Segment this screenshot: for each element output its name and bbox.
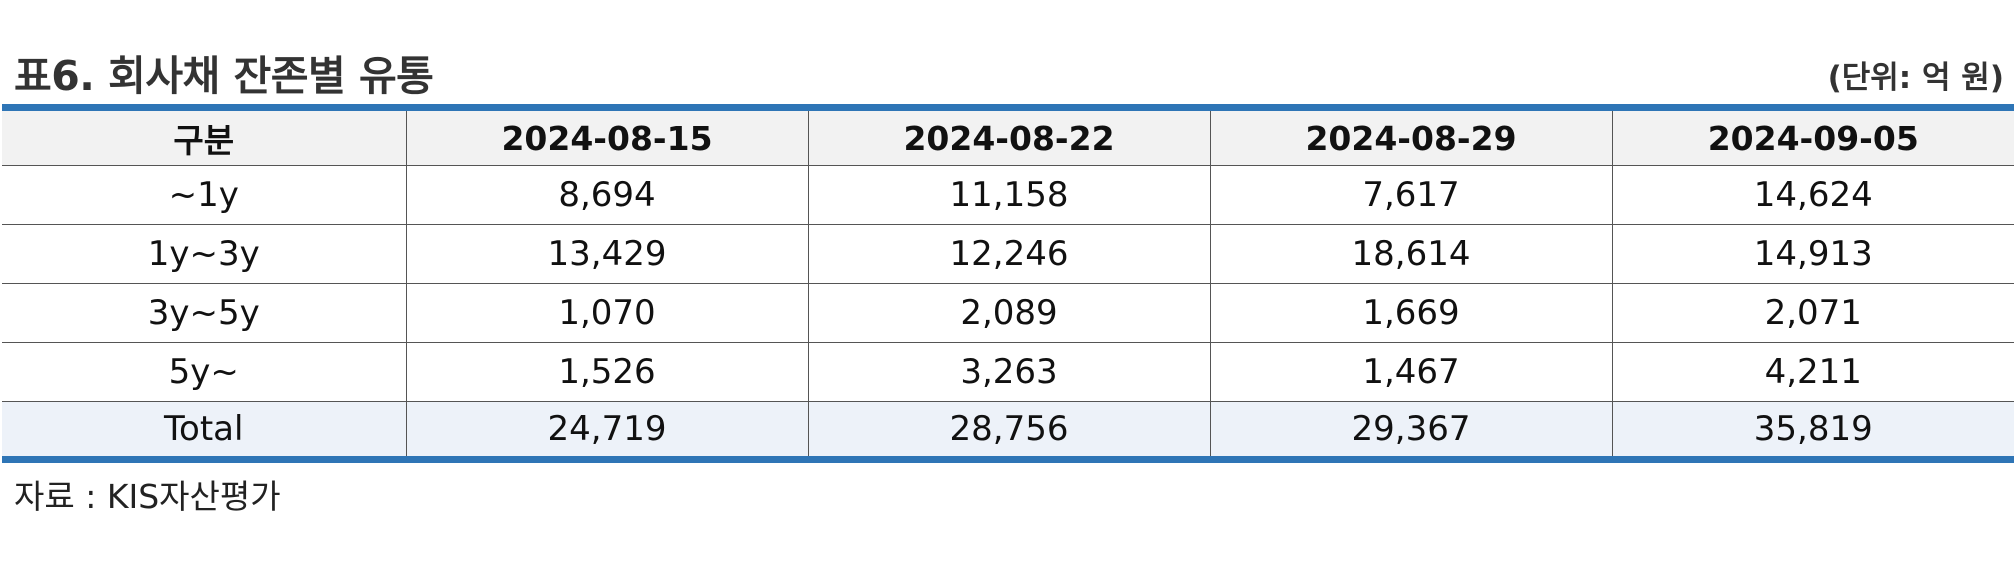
table-cell: 14,913 xyxy=(1611,224,2014,284)
table-cell: 18,614 xyxy=(1209,224,1613,284)
corporate-bond-maturity-table: 구분 2024-08-15 2024-08-22 2024-08-29 2024… xyxy=(2,104,2014,463)
table-cell: 2,089 xyxy=(807,283,1211,343)
header-row: 구분 2024-08-15 2024-08-22 2024-08-29 2024… xyxy=(2,107,2014,166)
data-table-container: 구분 2024-08-15 2024-08-22 2024-08-29 2024… xyxy=(2,104,2014,463)
table-cell: 11,158 xyxy=(807,165,1211,225)
total-label: Total xyxy=(2,401,407,460)
table-row: 3y~5y 1,070 2,089 1,669 2,071 xyxy=(2,283,2014,343)
total-row: Total 24,719 28,756 29,367 35,819 xyxy=(2,401,2014,460)
row-label: ~1y xyxy=(2,165,407,225)
source-note: 자료 : KIS자산평가 xyxy=(14,477,281,516)
header-cell-date: 2024-09-05 xyxy=(1611,107,2014,166)
total-cell: 35,819 xyxy=(1611,401,2014,460)
table-cell: 13,429 xyxy=(405,224,809,284)
table-cell: 1,669 xyxy=(1209,283,1613,343)
table-title: 표6. 회사채 잔존별 유통 xyxy=(14,52,434,100)
header-cell-date: 2024-08-29 xyxy=(1209,107,1613,166)
table-cell: 2,071 xyxy=(1611,283,2014,343)
row-label: 1y~3y xyxy=(2,224,407,284)
table-cell: 1,467 xyxy=(1209,342,1613,402)
header-cell-date: 2024-08-15 xyxy=(405,107,809,166)
unit-label: (단위: 억 원) xyxy=(1827,60,2004,96)
table-row: 1y~3y 13,429 12,246 18,614 14,913 xyxy=(2,224,2014,284)
header-cell-category: 구분 xyxy=(2,107,407,166)
row-label: 5y~ xyxy=(2,342,407,402)
total-cell: 24,719 xyxy=(405,401,809,460)
table-cell: 1,070 xyxy=(405,283,809,343)
table-cell: 3,263 xyxy=(807,342,1211,402)
table-cell: 8,694 xyxy=(405,165,809,225)
table-cell: 14,624 xyxy=(1611,165,2014,225)
row-label: 3y~5y xyxy=(2,283,407,343)
table-cell: 4,211 xyxy=(1611,342,2014,402)
table-cell: 1,526 xyxy=(405,342,809,402)
total-cell: 28,756 xyxy=(807,401,1211,460)
table-row: ~1y 8,694 11,158 7,617 14,624 xyxy=(2,165,2014,225)
table-cell: 7,617 xyxy=(1209,165,1613,225)
table-row: 5y~ 1,526 3,263 1,467 4,211 xyxy=(2,342,2014,402)
header-cell-date: 2024-08-22 xyxy=(807,107,1211,166)
table-cell: 12,246 xyxy=(807,224,1211,284)
total-cell: 29,367 xyxy=(1209,401,1613,460)
